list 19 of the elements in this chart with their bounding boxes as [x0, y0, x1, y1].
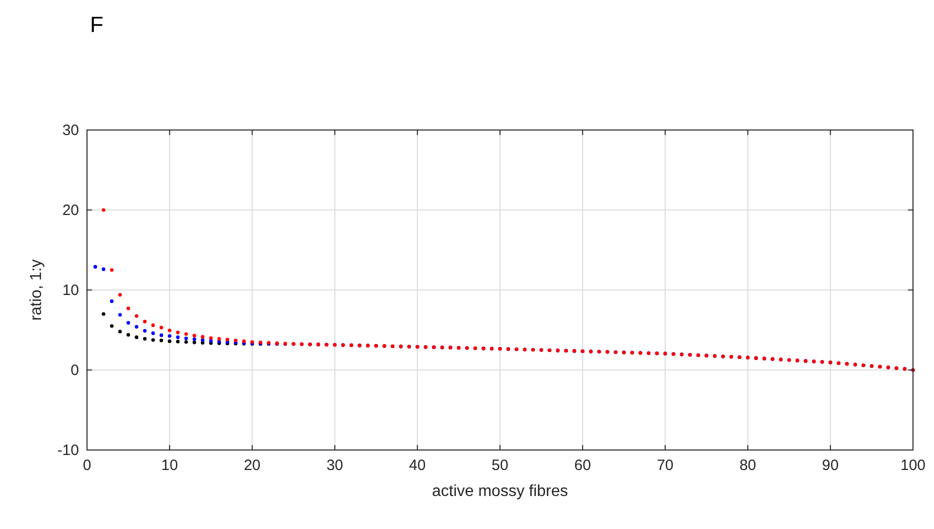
- x-tick-label: 100: [900, 457, 926, 474]
- y-tick-label: -10: [57, 442, 79, 459]
- x-tick-label: 30: [326, 457, 344, 474]
- x-tick-label: 90: [822, 457, 839, 474]
- x-tick-label: 50: [492, 457, 508, 474]
- x-tick-label: 40: [409, 457, 426, 474]
- y-tick-label: 0: [70, 362, 79, 379]
- x-tick-label: 10: [161, 457, 178, 474]
- x-axis-title: active mossy fibres: [432, 483, 568, 500]
- y-tick-label: 20: [62, 202, 79, 219]
- x-tick-label: 60: [574, 457, 591, 474]
- chart-title: F: [90, 12, 104, 37]
- x-tick-label: 20: [244, 457, 261, 474]
- y-tick-label: 30: [62, 122, 79, 139]
- y-tick-label: 10: [62, 282, 79, 299]
- x-tick-label: 0: [82, 457, 92, 474]
- y-axis-title: ratio, 1:y: [28, 259, 45, 321]
- x-tick-label: 70: [656, 457, 674, 474]
- x-tick-label: 80: [739, 457, 756, 474]
